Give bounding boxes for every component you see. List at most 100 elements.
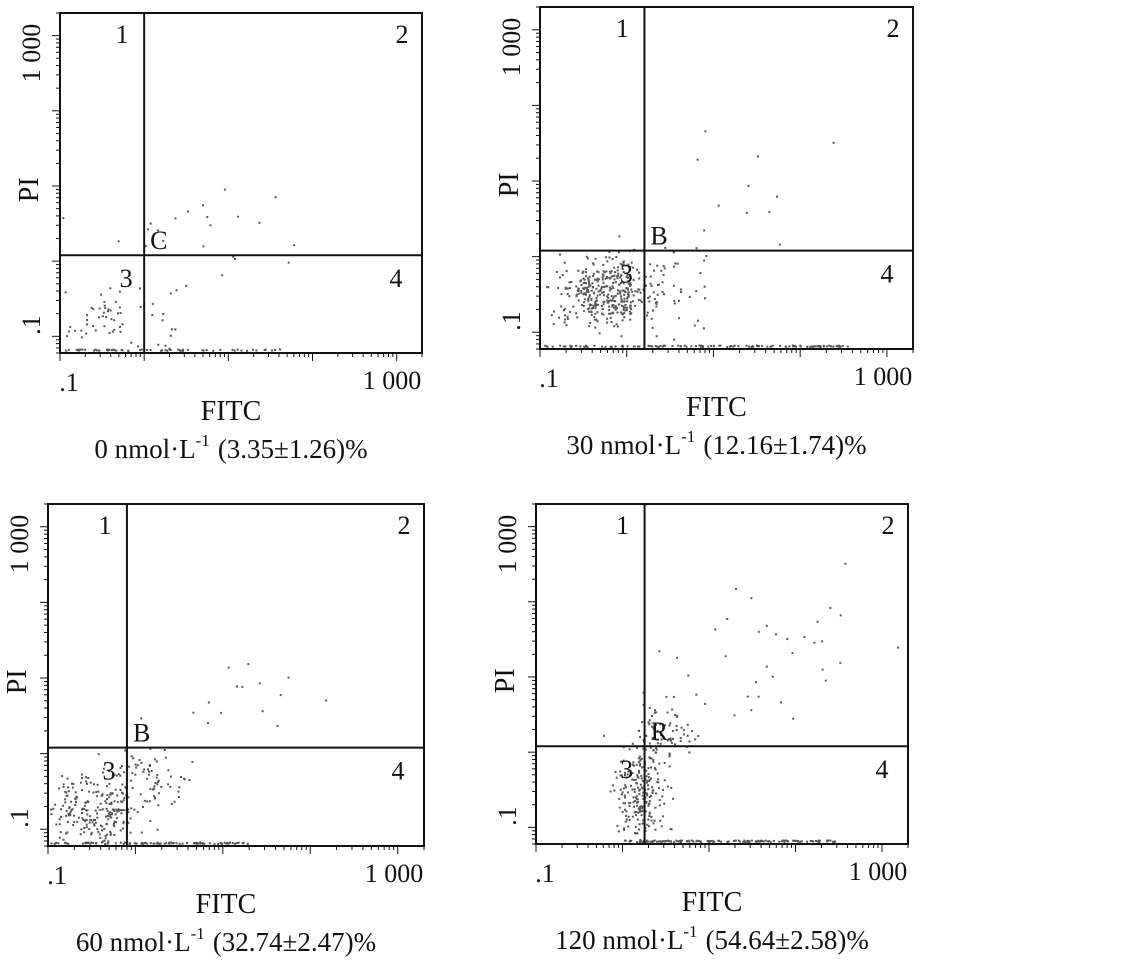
y-axis-label: PI — [490, 668, 521, 693]
data-point-329 — [104, 843, 106, 845]
data-point-383 — [638, 841, 641, 843]
data-point-309 — [829, 607, 832, 610]
data-point-443 — [769, 840, 772, 843]
data-point-310 — [616, 311, 619, 314]
data-point-130 — [632, 278, 635, 281]
data-point-395 — [122, 842, 125, 845]
data-point-174 — [96, 806, 99, 809]
data-point-138 — [66, 821, 69, 823]
data-point-178 — [558, 276, 561, 279]
data-point-365 — [231, 842, 234, 845]
data-point-185 — [638, 793, 641, 796]
data-point-468 — [733, 344, 736, 347]
data-point-239 — [609, 272, 612, 274]
data-point-276 — [582, 304, 585, 307]
data-point-89 — [110, 349, 113, 352]
data-point-131 — [106, 349, 109, 352]
data-point-349 — [593, 292, 595, 295]
data-point-113 — [594, 278, 597, 281]
data-point-506 — [671, 345, 674, 347]
data-point-67 — [598, 332, 601, 335]
data-point-123 — [113, 800, 116, 803]
data-point-185 — [589, 284, 592, 287]
data-point-53 — [546, 285, 549, 288]
data-point-98 — [86, 809, 89, 812]
data-point-145 — [623, 787, 625, 790]
data-point-520 — [614, 345, 617, 348]
data-point-509 — [586, 345, 589, 348]
data-point-245 — [604, 256, 607, 259]
data-point-6 — [69, 326, 72, 328]
data-point-114 — [627, 291, 630, 294]
data-point-116 — [633, 805, 636, 808]
gate-label: B — [650, 222, 667, 251]
data-point-358 — [650, 317, 653, 320]
data-point-78 — [209, 224, 212, 227]
data-point-57 — [597, 290, 600, 293]
data-point-262 — [596, 299, 598, 302]
data-point-417 — [664, 246, 667, 249]
data-point-348 — [119, 841, 122, 844]
data-point-45 — [602, 294, 605, 297]
data-point-344 — [778, 840, 781, 843]
data-point-178 — [86, 800, 89, 803]
data-point-328 — [757, 630, 760, 633]
data-point-179 — [602, 303, 605, 306]
scatter-panel-1: 1 2 3 4 C .1 1 000 .1 1 000 FITC PI 0 nmol·L-1 (3.35… — [14, 12, 423, 464]
data-point-52 — [109, 833, 112, 836]
data-point-402 — [657, 283, 660, 286]
data-point-398 — [678, 317, 680, 320]
data-point-88 — [70, 800, 72, 803]
data-point-443 — [579, 345, 582, 348]
y-tick-label-min: .1 — [5, 808, 34, 828]
data-point-392 — [220, 842, 223, 845]
data-point-265 — [600, 287, 603, 290]
data-point-260 — [569, 311, 571, 313]
data-point-19 — [151, 302, 154, 305]
data-point-206 — [68, 807, 71, 810]
data-point-13 — [89, 815, 92, 818]
data-point-25 — [651, 791, 654, 794]
data-point-43 — [552, 323, 555, 326]
data-point-163 — [635, 782, 638, 785]
data-point-223 — [586, 288, 589, 291]
data-point-267 — [134, 763, 137, 766]
data-point-49 — [602, 291, 605, 294]
data-point-488 — [604, 345, 607, 348]
data-point-180 — [656, 772, 659, 775]
data-point-317 — [750, 597, 753, 600]
data-point-295 — [156, 783, 159, 786]
data-point-171 — [627, 770, 630, 773]
data-point-505 — [846, 345, 849, 348]
data-point-161 — [629, 301, 632, 304]
plot-frame — [539, 6, 914, 350]
data-point-525 — [651, 345, 654, 348]
data-point-167 — [83, 827, 86, 829]
x-axis-label: FITC — [201, 396, 262, 427]
data-point-303 — [207, 701, 210, 704]
data-point-437 — [764, 839, 767, 842]
data-point-48 — [632, 761, 635, 764]
data-point-275 — [686, 723, 689, 726]
data-point-455 — [710, 840, 713, 842]
data-point-109 — [202, 349, 205, 352]
data-point-327 — [602, 300, 605, 303]
data-point-165 — [611, 305, 614, 308]
data-point-204 — [638, 823, 641, 826]
data-point-122 — [622, 802, 625, 805]
data-point-171 — [597, 303, 600, 306]
data-point-357 — [580, 289, 583, 292]
data-point-268 — [149, 788, 152, 790]
data-point-15 — [67, 814, 70, 817]
data-point-112 — [623, 312, 626, 315]
data-point-56 — [655, 792, 658, 795]
data-point-195 — [121, 783, 124, 786]
data-point-80 — [237, 215, 240, 218]
data-point-352 — [621, 299, 623, 302]
data-point-249 — [668, 753, 671, 756]
data-point-36 — [77, 816, 80, 819]
data-point-215 — [105, 823, 108, 826]
data-point-331 — [237, 841, 240, 844]
data-point-389 — [140, 842, 143, 845]
data-point-493 — [593, 344, 596, 347]
